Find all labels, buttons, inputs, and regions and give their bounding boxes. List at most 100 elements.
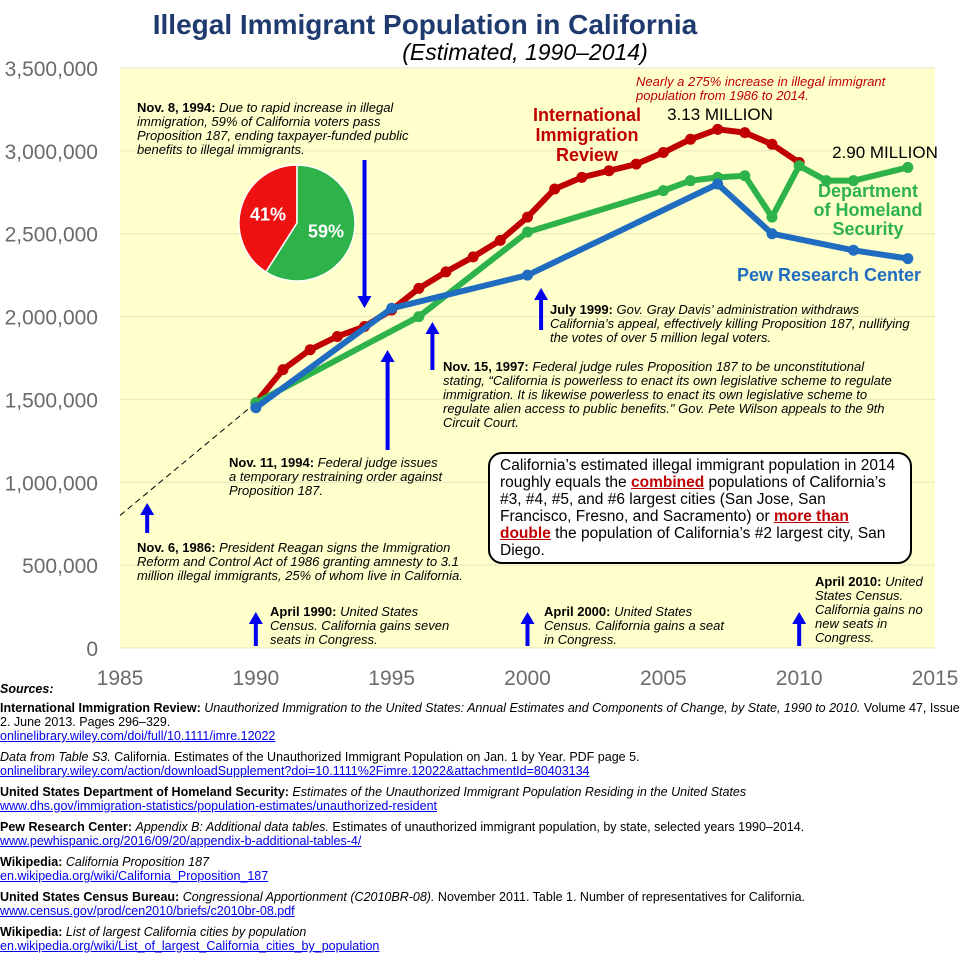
annotation-nov-1994-proposition: Nov. 8, 1994: Due to rapid increase in i… bbox=[137, 101, 422, 157]
source-link[interactable]: en.wikipedia.org/wiki/List_of_largest_Ca… bbox=[0, 939, 380, 953]
annotation-text: President Reagan signs the Immigration R… bbox=[137, 540, 463, 583]
annotation-nov-1997: Nov. 15, 1997: Federal judge rules Propo… bbox=[443, 360, 898, 430]
annotation-text: Gov. Gray Davis’ administration withdraw… bbox=[550, 302, 910, 345]
data-point-international-immigration-review bbox=[630, 158, 642, 170]
x-tick-label: 1995 bbox=[368, 667, 415, 690]
event-arrow-head bbox=[520, 612, 535, 624]
source-detail: Volume 47, Issue 2. June 2013. Pages 296… bbox=[0, 701, 960, 729]
source-link[interactable]: www.census.gov/prod/cen2010/briefs/c2010… bbox=[0, 904, 295, 918]
event-arrow-head bbox=[534, 288, 549, 300]
callout-emphasis-more-than-double: more than double bbox=[500, 508, 849, 542]
source-link[interactable]: en.wikipedia.org/wiki/California_Proposi… bbox=[0, 869, 269, 883]
data-point-department-of-homeland-security bbox=[902, 161, 914, 173]
data-point-international-immigration-review bbox=[494, 234, 506, 246]
data-point-department-of-homeland-security bbox=[522, 226, 533, 238]
annotation-date: April 2000: bbox=[544, 604, 611, 619]
data-point-department-of-homeland-security bbox=[848, 175, 859, 187]
y-tick-label: 2,500,000 bbox=[5, 224, 98, 247]
data-point-pew-research-center bbox=[848, 244, 859, 256]
data-point-international-immigration-review bbox=[576, 171, 588, 183]
callout-text: California’s estimated illegal immigrant… bbox=[500, 457, 896, 491]
source-org: Wikipedia: bbox=[0, 925, 66, 939]
data-point-international-immigration-review bbox=[277, 364, 289, 376]
annotation-date: Nov. 11, 1994: bbox=[229, 455, 315, 470]
sources-list: International Immigration Review: Unauth… bbox=[0, 701, 968, 953]
source-detail: California. Estimates of the Unauthorize… bbox=[110, 750, 640, 764]
source-link[interactable]: www.pewhispanic.org/2016/09/20/appendix-… bbox=[0, 834, 362, 848]
series-label: of Homeland bbox=[813, 200, 922, 220]
source-title: Congressional Apportionment (C2010BR-08)… bbox=[182, 890, 435, 904]
series-label: Department bbox=[818, 181, 918, 201]
callout-text: populations of California’s #3, #4, #5, … bbox=[500, 474, 886, 525]
percent-increase-note: Nearly a 275% increase in illegal immigr… bbox=[636, 74, 886, 103]
callout-emphasis-combined: combined bbox=[630, 474, 705, 491]
annotation-text: Federal judge issues a temporary restrai… bbox=[229, 455, 443, 498]
source-title: Data from Table S3. bbox=[0, 750, 111, 764]
data-point-international-immigration-review bbox=[440, 266, 452, 278]
source-link[interactable]: onlinelibrary.wiley.com/action/downloadS… bbox=[0, 764, 590, 778]
data-point-international-immigration-review bbox=[685, 133, 696, 145]
source-org: United States Department of Homeland Sec… bbox=[0, 785, 293, 799]
source-item: Wikipedia: California Proposition 187 en.… bbox=[0, 855, 968, 883]
event-arrow-head bbox=[357, 296, 372, 308]
chart-title: Illegal Immigrant Population in Californ… bbox=[153, 9, 698, 40]
data-point-department-of-homeland-security bbox=[766, 211, 778, 223]
series-label: Security bbox=[832, 219, 903, 239]
source-title: List of largest California cities by pop… bbox=[65, 925, 307, 939]
data-point-department-of-homeland-security bbox=[793, 160, 805, 172]
data-point-pew-research-center bbox=[902, 253, 914, 265]
peak-value-label: 2.90 MILLION bbox=[832, 143, 938, 162]
data-point-pew-research-center bbox=[386, 302, 398, 314]
source-link[interactable]: www.dhs.gov/immigration-statistics/popul… bbox=[0, 799, 438, 813]
series-label: International bbox=[533, 105, 641, 125]
source-title: California Proposition 187 bbox=[65, 855, 210, 869]
event-arrow-head bbox=[248, 612, 263, 624]
x-tick-label: 2005 bbox=[640, 667, 687, 690]
data-point-department-of-homeland-security bbox=[820, 175, 832, 187]
y-tick-label: 3,000,000 bbox=[5, 141, 98, 164]
data-point-department-of-homeland-security bbox=[685, 175, 696, 187]
data-point-international-immigration-review bbox=[413, 282, 425, 294]
event-arrow-head bbox=[792, 612, 807, 624]
x-tick-label: 2015 bbox=[912, 667, 959, 690]
source-title: Unauthorized Immigration to the United S… bbox=[204, 701, 861, 715]
data-point-pew-research-center bbox=[712, 178, 724, 190]
source-item: United States Department of Homeland Sec… bbox=[0, 785, 968, 813]
source-link[interactable]: onlinelibrary.wiley.com/doi/full/10.1111… bbox=[0, 729, 276, 743]
annotation-text: Due to rapid increase in illegal immigra… bbox=[137, 100, 409, 157]
source-item: Wikipedia: List of largest California ci… bbox=[0, 925, 968, 953]
x-tick-label: 2010 bbox=[776, 667, 823, 690]
y-tick-label: 1,500,000 bbox=[5, 389, 98, 412]
annotation-apr-1990: April 1990: United States Census. Califo… bbox=[270, 605, 455, 647]
annotation-date: Nov. 15, 1997: bbox=[443, 359, 529, 374]
data-point-department-of-homeland-security bbox=[739, 170, 751, 182]
source-title: Estimates of the Unauthorized Immigrant … bbox=[292, 785, 747, 799]
data-point-international-immigration-review bbox=[304, 344, 316, 356]
source-item: Pew Research Center: Appendix B: Additio… bbox=[0, 820, 968, 848]
data-point-pew-research-center bbox=[766, 228, 778, 240]
pie-slice-label: 41% bbox=[250, 205, 286, 225]
data-point-international-immigration-review bbox=[657, 147, 669, 159]
y-tick-label: 1,000,000 bbox=[5, 472, 98, 495]
annotation-text: Federal judge rules Proposition 187 to b… bbox=[443, 359, 892, 430]
event-arrow-head bbox=[425, 322, 440, 334]
data-point-international-immigration-review bbox=[549, 183, 561, 195]
data-point-international-immigration-review bbox=[331, 330, 343, 342]
callout-text: the population of California’s #2 larges… bbox=[500, 525, 886, 559]
series-label: Immigration bbox=[535, 125, 638, 145]
series-label: Pew Research Center bbox=[737, 265, 921, 285]
pie-slice bbox=[264, 164, 356, 282]
data-point-department-of-homeland-security bbox=[413, 311, 425, 323]
population-comparison-callout: California’s estimated illegal immigrant… bbox=[488, 452, 912, 564]
source-title: Appendix B: Additional data tables. bbox=[135, 820, 329, 834]
annotation-date: Nov. 6, 1986: bbox=[137, 540, 216, 555]
source-item: United States Census Bureau: Congression… bbox=[0, 890, 968, 918]
data-point-international-immigration-review bbox=[712, 123, 724, 135]
source-item: International Immigration Review: Unauth… bbox=[0, 701, 968, 743]
annotation-jul-1999: July 1999: Gov. Gray Davis’ administrati… bbox=[550, 303, 925, 345]
y-tick-label: 500,000 bbox=[22, 555, 98, 578]
data-point-department-of-homeland-security bbox=[657, 185, 669, 197]
annotation-date: April 2010: bbox=[815, 574, 882, 589]
x-tick-label: 1985 bbox=[97, 667, 144, 690]
source-org: United States Census Bureau: bbox=[0, 890, 183, 904]
